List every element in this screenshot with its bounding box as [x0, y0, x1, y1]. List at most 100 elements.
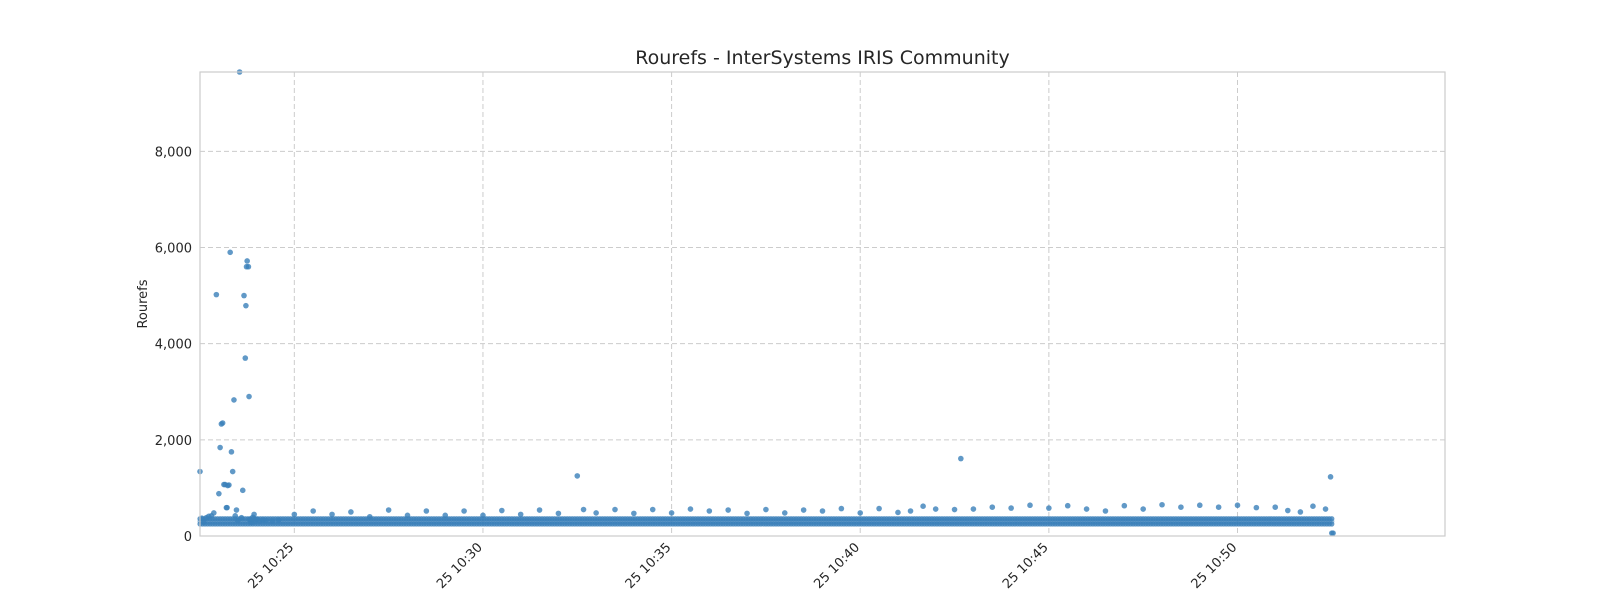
- data-point: [348, 509, 354, 515]
- data-point: [725, 507, 731, 513]
- data-point: [763, 506, 769, 513]
- x-tick-label: 25 10:35: [623, 540, 675, 592]
- data-point: [819, 508, 826, 514]
- data-point: [876, 505, 882, 512]
- data-point: [1310, 503, 1316, 509]
- data-point: [217, 444, 223, 451]
- data-point: [219, 420, 226, 426]
- data-point: [263, 517, 269, 524]
- plot-frame: [199, 71, 1446, 537]
- data-point: [574, 473, 581, 479]
- data-point: [958, 455, 964, 462]
- data-point: [1253, 504, 1260, 511]
- data-point: [291, 511, 298, 518]
- data-point: [480, 512, 486, 519]
- data-point: [224, 504, 230, 511]
- data-point: [1234, 502, 1241, 509]
- data-point: [404, 512, 411, 519]
- y-axis-label: Rourefs: [136, 279, 151, 328]
- data-point: [1272, 504, 1279, 510]
- baseline-point: [1329, 518, 1335, 524]
- data-point: [907, 508, 914, 514]
- data-point: [239, 487, 246, 494]
- data-point: [245, 263, 252, 270]
- data-point: [1178, 504, 1184, 510]
- data-point: [211, 510, 217, 516]
- data-point: [238, 514, 245, 521]
- data-point: [213, 291, 220, 298]
- data-point: [1121, 502, 1128, 509]
- data-point: [226, 482, 232, 488]
- data-point: [970, 506, 977, 512]
- data-point: [668, 510, 675, 516]
- chart-title: Rourefs - InterSystems IRIS Community: [635, 47, 1009, 69]
- data-point: [989, 504, 996, 510]
- data-point: [1327, 474, 1334, 480]
- data-point: [781, 510, 788, 516]
- data-point: [800, 507, 807, 513]
- data-point: [895, 509, 901, 516]
- data-point: [706, 508, 713, 514]
- data-point: [241, 292, 247, 299]
- data-point: [1046, 505, 1052, 511]
- data-point: [275, 517, 282, 523]
- data-point: [1008, 505, 1014, 511]
- data-point: [580, 506, 587, 513]
- x-tick-label: 25 10:30: [434, 540, 486, 592]
- data-point: [612, 506, 618, 513]
- y-tick-label: 8,000: [155, 145, 192, 160]
- data-point: [1102, 508, 1109, 514]
- data-point: [216, 490, 222, 497]
- data-point: [1064, 502, 1071, 509]
- x-tick-label: 25 10:40: [811, 540, 863, 592]
- data-point: [227, 249, 233, 256]
- data-point: [228, 449, 235, 455]
- data-point: [1083, 506, 1090, 512]
- data-point: [423, 508, 430, 514]
- data-point: [229, 468, 236, 475]
- data-point: [242, 355, 249, 361]
- data-point: [687, 506, 694, 512]
- x-tick-label: 25 10:25: [245, 540, 297, 592]
- data-point: [461, 508, 467, 514]
- data-point: [1297, 509, 1304, 515]
- data-points: [197, 69, 1336, 536]
- data-point: [920, 503, 926, 509]
- data-point: [442, 512, 449, 519]
- data-point: [1140, 506, 1146, 512]
- y-tick-label: 4,000: [155, 338, 192, 353]
- data-point: [310, 508, 316, 514]
- data-point: [838, 505, 845, 512]
- data-point: [385, 507, 392, 513]
- data-point: [329, 511, 335, 518]
- data-point: [243, 302, 249, 309]
- data-point: [932, 506, 939, 512]
- data-point: [1159, 501, 1165, 508]
- data-point: [1322, 506, 1329, 512]
- data-point: [1330, 530, 1336, 536]
- y-tick-label: 6,000: [155, 242, 192, 257]
- x-tick-label: 25 10:50: [1189, 540, 1241, 592]
- grid-lines: [200, 72, 1445, 536]
- data-point: [499, 507, 505, 514]
- data-point: [857, 510, 864, 516]
- data-point: [1285, 507, 1291, 514]
- data-point: [517, 511, 524, 518]
- data-point: [951, 506, 958, 513]
- data-point: [649, 506, 656, 513]
- data-point: [536, 507, 543, 513]
- data-point: [1027, 502, 1033, 509]
- data-point: [555, 510, 562, 517]
- data-point: [1196, 502, 1203, 509]
- data-point: [246, 393, 252, 400]
- y-tick-label: 2,000: [155, 434, 192, 449]
- data-point: [366, 513, 373, 520]
- data-point: [233, 507, 240, 513]
- data-point: [593, 510, 599, 516]
- data-point: [232, 513, 239, 519]
- x-tick-label: 25 10:45: [1000, 540, 1052, 592]
- data-point: [631, 510, 637, 517]
- data-point: [1215, 504, 1222, 510]
